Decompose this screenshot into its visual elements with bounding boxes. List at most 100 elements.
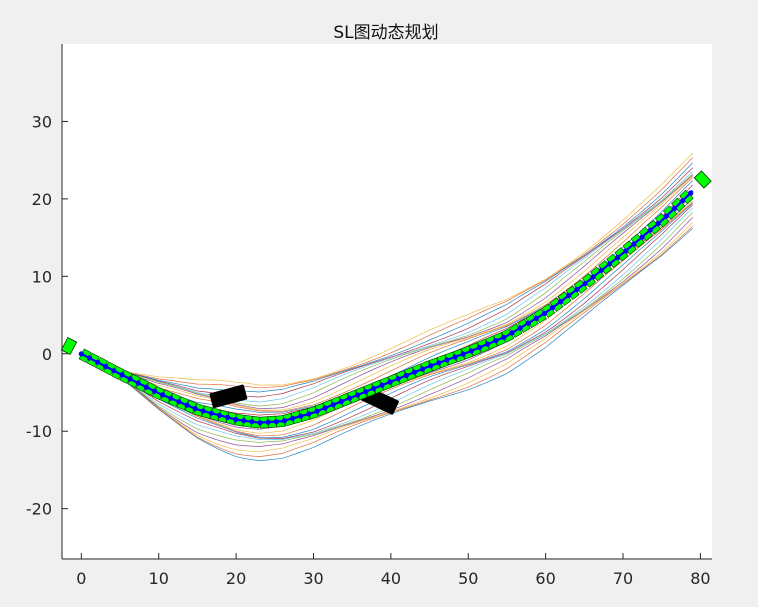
centerline-point <box>493 338 499 344</box>
centerline-point <box>574 286 580 293</box>
candidate-path <box>112 167 693 398</box>
centerline-point <box>387 379 393 385</box>
centerline-point <box>135 380 141 386</box>
start-box <box>60 336 78 356</box>
candidate-path <box>112 157 693 389</box>
end-box <box>693 170 712 189</box>
centerline-point <box>298 413 304 419</box>
centerline-point <box>192 406 198 412</box>
candidate-path <box>112 203 693 438</box>
x-tick-label: 10 <box>149 569 169 588</box>
centerline-point <box>525 320 531 326</box>
centerline-point <box>86 355 93 361</box>
candidate-path <box>112 162 693 393</box>
centerline-point <box>590 274 596 280</box>
x-tick-label: 50 <box>458 569 478 588</box>
centerline-point <box>111 368 117 374</box>
centerline-point <box>95 359 101 365</box>
centerline-point <box>468 348 474 354</box>
centerline-point <box>647 227 653 233</box>
centerline-point <box>241 418 247 424</box>
y-tick-label: 30 <box>32 112 52 131</box>
centerline-point <box>476 344 483 351</box>
centerline-point <box>314 408 320 414</box>
centerline-point <box>371 385 377 392</box>
centerline-point <box>290 415 296 421</box>
centerline-point <box>460 351 466 357</box>
centerline-point <box>541 310 548 316</box>
centerline-point <box>151 388 158 394</box>
centerline-point <box>501 334 507 340</box>
x-tick-label: 0 <box>76 569 86 588</box>
centerline-point <box>420 366 426 372</box>
obstacle-1 <box>209 384 248 409</box>
y-tick-label: 20 <box>32 190 52 209</box>
centerline-point <box>233 416 239 423</box>
centerline-point <box>533 315 539 321</box>
centerline-point <box>168 395 174 401</box>
centerline-point <box>452 354 458 360</box>
x-tick-label: 40 <box>381 569 401 588</box>
centerline-point <box>411 369 418 375</box>
centerline-point <box>444 357 450 363</box>
centerline-point <box>208 410 214 416</box>
centerline-point <box>655 220 661 227</box>
candidate-path <box>112 217 693 447</box>
candidate-path <box>112 225 693 457</box>
centerline-point <box>78 351 84 357</box>
candidate-path <box>112 173 693 407</box>
y-tick-label: -20 <box>26 500 52 519</box>
centerline-point <box>558 299 564 305</box>
centerline-point <box>436 360 442 366</box>
centerline-point <box>176 399 182 405</box>
centerline-point <box>346 395 353 401</box>
centerline-point <box>306 411 312 417</box>
centerline-point <box>688 190 694 196</box>
reference-centerline <box>78 190 694 426</box>
centerline-point <box>485 341 491 347</box>
candidate-path <box>112 212 693 443</box>
centerline-point <box>143 384 149 390</box>
centerline-point <box>216 412 223 418</box>
centerline-point <box>671 205 678 211</box>
x-tick-label: 20 <box>226 569 246 588</box>
centerline-point <box>273 419 279 425</box>
centerline-point <box>582 280 588 287</box>
centerline-point <box>265 419 271 425</box>
centerline-point <box>639 234 645 240</box>
centerline-point <box>428 363 434 369</box>
centerline-point <box>663 213 669 219</box>
x-tick-label: 60 <box>535 569 555 588</box>
centerline-point <box>355 392 361 398</box>
centerline-point <box>395 376 401 382</box>
centerline-point <box>200 408 206 414</box>
centerline-point <box>338 398 344 405</box>
centerline-point <box>517 325 523 331</box>
centerline-point <box>103 363 109 370</box>
centerline-point <box>403 372 409 379</box>
centerline-point <box>606 261 613 267</box>
candidate-path <box>112 204 693 439</box>
candidate-path <box>112 222 693 453</box>
centerline-point <box>680 198 686 204</box>
centerline-point <box>509 330 515 336</box>
centerline-point <box>160 392 166 398</box>
x-tick-label: 30 <box>303 569 323 588</box>
candidate-path <box>112 177 693 412</box>
centerline-point <box>225 414 231 420</box>
candidate-path <box>112 174 693 410</box>
axes-background <box>62 44 712 559</box>
centerline-point <box>322 405 328 411</box>
centerline-point <box>249 419 255 425</box>
centerline-point <box>281 418 288 424</box>
centerline-point <box>363 389 369 395</box>
centerline-point <box>550 305 556 311</box>
centerline-point <box>127 376 133 382</box>
centerline-point <box>631 241 637 247</box>
centerline-point <box>598 267 604 273</box>
candidate-path <box>112 153 693 386</box>
centerline-path <box>80 190 694 424</box>
candidate-path <box>112 202 693 437</box>
chart-title: SL图动态规划 <box>333 23 438 43</box>
